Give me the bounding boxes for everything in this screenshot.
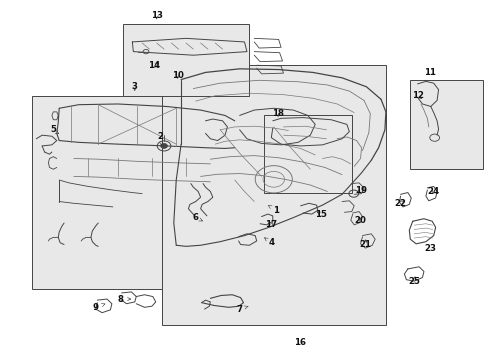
Text: 3: 3 xyxy=(132,82,138,91)
Bar xyxy=(32,96,242,289)
Bar xyxy=(264,116,351,193)
Text: 18: 18 xyxy=(271,109,283,118)
Bar xyxy=(409,80,483,169)
Text: 2: 2 xyxy=(157,132,163,145)
Text: 9: 9 xyxy=(93,303,105,312)
Text: 7: 7 xyxy=(236,305,247,314)
Text: 1: 1 xyxy=(267,205,279,215)
Text: 17: 17 xyxy=(264,220,277,229)
Text: 10: 10 xyxy=(171,71,183,80)
Text: 24: 24 xyxy=(427,187,439,196)
Text: 14: 14 xyxy=(148,61,160,70)
Text: 12: 12 xyxy=(411,91,423,100)
Text: 13: 13 xyxy=(150,11,163,20)
Text: 16: 16 xyxy=(293,338,305,347)
Text: 19: 19 xyxy=(354,186,366,195)
Circle shape xyxy=(160,143,167,148)
Text: 6: 6 xyxy=(192,213,202,222)
Text: 4: 4 xyxy=(264,238,274,247)
Text: 22: 22 xyxy=(394,199,406,208)
Text: 23: 23 xyxy=(424,244,436,253)
Text: 8: 8 xyxy=(117,294,130,303)
Text: 20: 20 xyxy=(354,216,366,225)
Bar xyxy=(161,65,385,325)
Text: 25: 25 xyxy=(407,276,419,285)
Text: 21: 21 xyxy=(359,240,371,249)
Text: 5: 5 xyxy=(50,125,59,134)
Text: 15: 15 xyxy=(314,210,326,219)
Bar xyxy=(122,24,249,96)
Text: 11: 11 xyxy=(423,68,435,77)
